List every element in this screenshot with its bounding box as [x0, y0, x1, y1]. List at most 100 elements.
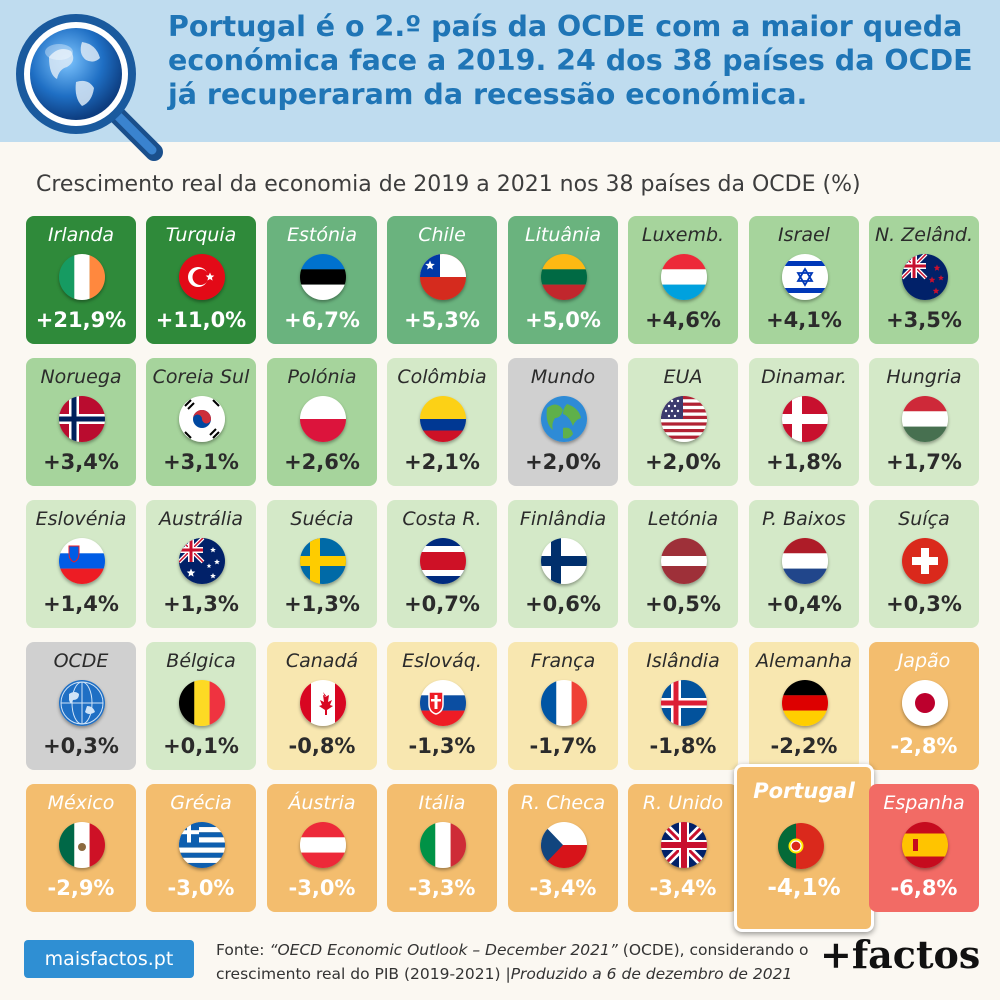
chile-flag-icon — [420, 254, 466, 300]
turkey-flag-icon — [179, 254, 225, 300]
growth-value: +21,9% — [35, 308, 127, 332]
growth-value: +6,7% — [284, 308, 360, 332]
growth-value: +5,3% — [404, 308, 480, 332]
country-tile: Polónia +2,6% — [267, 358, 377, 486]
growth-value: +2,6% — [284, 450, 360, 474]
country-name: Hungria — [886, 366, 962, 388]
country-tile: Coreia Sul +3,1% — [146, 358, 256, 486]
country-tile: Chile +5,3% — [387, 216, 497, 344]
country-name: Suécia — [290, 508, 354, 530]
finland-flag-icon — [541, 538, 587, 584]
country-tile: OCDE +0,3% — [26, 642, 136, 770]
norway-flag-icon — [59, 396, 105, 442]
country-name: Finlândia — [519, 508, 607, 530]
country-tile: Espanha -6,8% — [869, 784, 979, 912]
growth-value: -0,8% — [288, 734, 356, 758]
iceland-flag-icon — [661, 680, 707, 726]
latvia-flag-icon — [661, 538, 707, 584]
growth-value: +0,6% — [525, 592, 601, 616]
country-name: Letónia — [647, 508, 719, 530]
country-tile: Noruega +3,4% — [26, 358, 136, 486]
growth-value: +3,4% — [43, 450, 119, 474]
growth-value: +2,1% — [404, 450, 480, 474]
header-banner: Portugal é o 2.º país da OCDE com a maio… — [0, 0, 1000, 161]
growth-value: +0,4% — [766, 592, 842, 616]
country-name: Dinamar. — [761, 366, 847, 388]
country-name: Portugal — [753, 779, 855, 803]
country-tile: Japão -2,8% — [869, 642, 979, 770]
country-tile: Mundo +2,0% — [508, 358, 618, 486]
growth-value: -3,0% — [288, 876, 356, 900]
country-name: Eslovénia — [35, 508, 127, 530]
country-tile: Estónia +6,7% — [267, 216, 377, 344]
country-name: OCDE — [53, 650, 109, 672]
growth-value: -6,8% — [890, 876, 958, 900]
country-tile: Hungria +1,7% — [869, 358, 979, 486]
growth-value: +0,3% — [886, 592, 962, 616]
country-tile: R. Checa -3,4% — [508, 784, 618, 912]
growth-value: +2,0% — [645, 450, 721, 474]
poland-flag-icon — [300, 396, 346, 442]
country-name: Irlanda — [47, 224, 115, 246]
country-tile: R. Unido -3,4% — [628, 784, 738, 912]
country-name: R. Unido — [642, 792, 724, 814]
netherlands-flag-icon — [782, 538, 828, 584]
chart-title: Crescimento real da economia de 2019 a 2… — [36, 172, 861, 197]
growth-value: -2,8% — [890, 734, 958, 758]
growth-value: +3,1% — [163, 450, 239, 474]
country-name: R. Checa — [520, 792, 606, 814]
source-prefix: Fonte: — [216, 941, 270, 959]
country-name: Polónia — [287, 366, 357, 388]
growth-value: -2,2% — [770, 734, 838, 758]
country-tile: Itália -3,3% — [387, 784, 497, 912]
lithuania-flag-icon — [541, 254, 587, 300]
slovenia-flag-icon — [59, 538, 105, 584]
luxembourg-flag-icon — [661, 254, 707, 300]
growth-value: +5,0% — [525, 308, 601, 332]
headline-line: económica face a 2019. 24 dos 38 países … — [168, 44, 973, 77]
country-name: Coreia Sul — [152, 366, 250, 388]
country-tile: Turquia +11,0% — [146, 216, 256, 344]
growth-value: +0,7% — [404, 592, 480, 616]
mexico-flag-icon — [59, 822, 105, 868]
site-badge[interactable]: maisfactos.pt — [24, 940, 194, 978]
country-name: N. Zelând. — [874, 224, 974, 246]
colombia-flag-icon — [420, 396, 466, 442]
country-tile: Austrália +1,3% — [146, 500, 256, 628]
brand-logo: +factos — [820, 932, 981, 977]
canada-flag-icon — [300, 680, 346, 726]
growth-value: +4,1% — [766, 308, 842, 332]
headline-line: já recuperaram da recessão económica. — [168, 78, 808, 111]
source-note: Fonte: “OECD Economic Outlook – December… — [216, 938, 816, 986]
denmark-flag-icon — [782, 396, 828, 442]
country-tile: Canadá -0,8% — [267, 642, 377, 770]
growth-value: -1,7% — [529, 734, 597, 758]
source-date: Produzido a 6 de dezembro de 2021 — [510, 965, 793, 983]
source-detail: (OCDE), considerando o crescimento real … — [216, 941, 809, 983]
slovakia-flag-icon — [420, 680, 466, 726]
country-name: Suíça — [898, 508, 950, 530]
israel-flag-icon — [782, 254, 828, 300]
country-tile: Lituânia +5,0% — [508, 216, 618, 344]
growth-value: +1,4% — [43, 592, 119, 616]
growth-value: +1,3% — [163, 592, 239, 616]
growth-value: +0,5% — [645, 592, 721, 616]
hungary-flag-icon — [902, 396, 948, 442]
country-tile: EUA +2,0% — [628, 358, 738, 486]
growth-value: +0,1% — [163, 734, 239, 758]
australia-flag-icon — [179, 538, 225, 584]
costa-rica-flag-icon — [420, 538, 466, 584]
country-name: México — [47, 792, 115, 814]
czechia-flag-icon — [541, 822, 587, 868]
country-tile: Portugal -4,1% — [734, 764, 874, 932]
country-name: Eslováq. — [402, 650, 482, 672]
country-name: EUA — [663, 366, 703, 388]
country-tile: Suécia +1,3% — [267, 500, 377, 628]
country-tile: Grécia -3,0% — [146, 784, 256, 912]
country-tile: Suíça +0,3% — [869, 500, 979, 628]
headline: Portugal é o 2.º país da OCDE com a maio… — [168, 10, 988, 112]
country-name: Colômbia — [397, 366, 487, 388]
country-name: França — [530, 650, 596, 672]
spain-flag-icon — [902, 822, 948, 868]
country-name: Chile — [418, 224, 466, 246]
